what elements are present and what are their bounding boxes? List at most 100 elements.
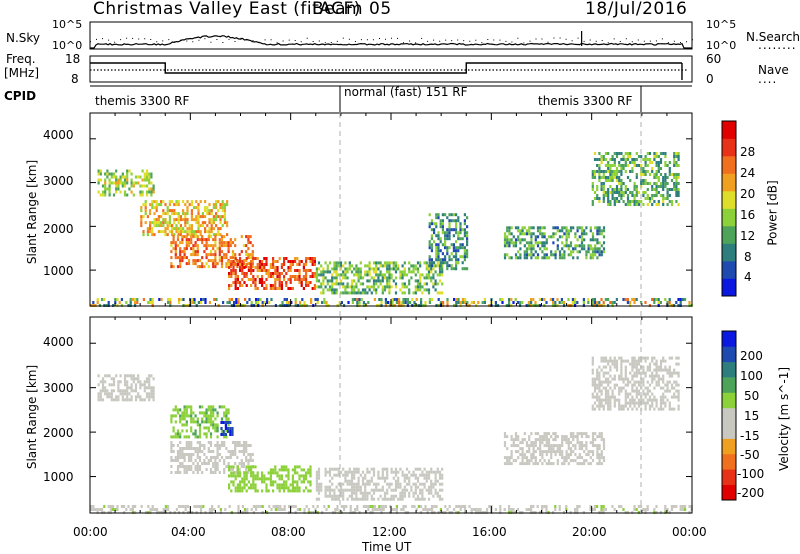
heatmap-cell [267, 477, 270, 481]
heatmap-cell [187, 456, 191, 459]
heatmap-cell [196, 453, 199, 456]
heatmap-cell [668, 194, 671, 197]
heatmap-cell [328, 491, 332, 495]
heatmap-cell [408, 267, 411, 271]
heatmap-cell [179, 224, 182, 228]
heatmap-cell [455, 225, 458, 229]
heatmap-cell [215, 218, 218, 222]
heatmap-cell [434, 270, 437, 274]
heatmap-cell [386, 470, 389, 474]
heatmap-cell [596, 232, 599, 236]
heatmap-cell [179, 441, 182, 444]
heatmap-cell [269, 468, 272, 472]
heatmap-cell [591, 298, 594, 301]
heatmap-cell [525, 256, 529, 260]
heatmap-cell [668, 356, 671, 360]
heatmap-cell [201, 212, 204, 216]
heatmap-cell [543, 226, 546, 230]
heatmap-cell [166, 206, 169, 210]
heatmap-cell [185, 420, 188, 424]
heatmap-cell [228, 505, 231, 508]
heatmap-cell [280, 263, 283, 266]
heatmap-cell [328, 279, 332, 283]
heatmap-cell [216, 411, 219, 415]
heatmap-cell [423, 288, 426, 292]
heatmap-cell [234, 486, 237, 490]
heatmap-cell [350, 288, 354, 292]
heatmap-cell [179, 215, 182, 219]
heatmap-cell [591, 508, 594, 511]
heatmap-cell [164, 505, 167, 508]
heatmap-cell [152, 395, 155, 399]
heatmap-cell [439, 237, 442, 241]
heatmap-cell [677, 395, 680, 399]
heatmap-cell [182, 209, 185, 213]
heatmap-cell [602, 158, 605, 161]
heatmap-cell [366, 470, 369, 474]
heatmap-cell [320, 270, 323, 274]
heatmap-cell [326, 494, 329, 498]
heatmap-cell [209, 459, 213, 462]
heatmap-cell [181, 241, 184, 245]
heatmap-cell [655, 365, 658, 369]
heatmap-cell [359, 291, 362, 295]
heatmap-cell [406, 298, 409, 301]
heatmap-cell [287, 287, 290, 290]
heatmap-cell [655, 374, 658, 378]
heatmap-cell [267, 275, 270, 278]
heatmap-cell [430, 234, 433, 238]
heatmap-cell [466, 234, 469, 238]
heatmap-cell [528, 444, 531, 448]
heatmap-cell [106, 374, 109, 378]
cpid-segment-3: themis 3300 RF [538, 94, 633, 108]
heatmap-cell [137, 377, 140, 381]
heatmap-cell [317, 279, 321, 283]
nsky-label: N.Sky [6, 31, 41, 45]
heatmap-cell [637, 389, 641, 393]
velocity-cbar-tick-200: 200 [740, 349, 763, 363]
heatmap-cell [366, 291, 369, 295]
heatmap-cell [430, 479, 433, 483]
heatmap-cell [242, 441, 246, 444]
heatmap-cell [631, 368, 634, 372]
heatmap-cell [114, 301, 117, 304]
heatmap-cell [403, 494, 406, 498]
heatmap-cell [534, 256, 537, 260]
heatmap-cell [203, 453, 206, 456]
heatmap-cell [198, 265, 202, 269]
heatmap-cell [227, 430, 230, 433]
heatmap-cell [315, 273, 318, 277]
heatmap-cell [613, 197, 616, 200]
heatmap-cell [201, 262, 204, 266]
heatmap-cell [261, 474, 264, 478]
heatmap-cell [441, 482, 444, 486]
heatmap-cell [622, 359, 625, 363]
heatmap-cell [386, 285, 389, 289]
heatmap-cell [419, 282, 422, 286]
heatmap-cell [629, 401, 632, 405]
heatmap-cell [179, 465, 182, 468]
heatmap-cell [294, 505, 297, 508]
heatmap-cell [298, 486, 301, 490]
heatmap-cell [517, 226, 520, 230]
heatmap-cell [104, 374, 107, 378]
heatmap-cell [197, 206, 200, 210]
heatmap-cell [604, 179, 608, 182]
heatmap-cell [315, 473, 318, 477]
heatmap-cell [435, 213, 438, 217]
heatmap-cell [322, 282, 325, 286]
heatmap-cell [223, 209, 226, 213]
heatmap-cell [675, 380, 678, 384]
heatmap-cell [272, 260, 275, 263]
heatmap-cell [547, 447, 551, 451]
heatmap-cell [249, 241, 252, 245]
heatmap-cell [368, 261, 371, 265]
heatmap-cell [261, 284, 264, 287]
heatmap-cell [359, 261, 362, 265]
heatmap-cell [525, 508, 528, 511]
heatmap-cell [381, 473, 384, 477]
heatmap-cell [438, 270, 442, 274]
heatmap-cell [227, 456, 230, 459]
heatmap-cell [607, 161, 610, 164]
heatmap-cell [151, 298, 154, 301]
